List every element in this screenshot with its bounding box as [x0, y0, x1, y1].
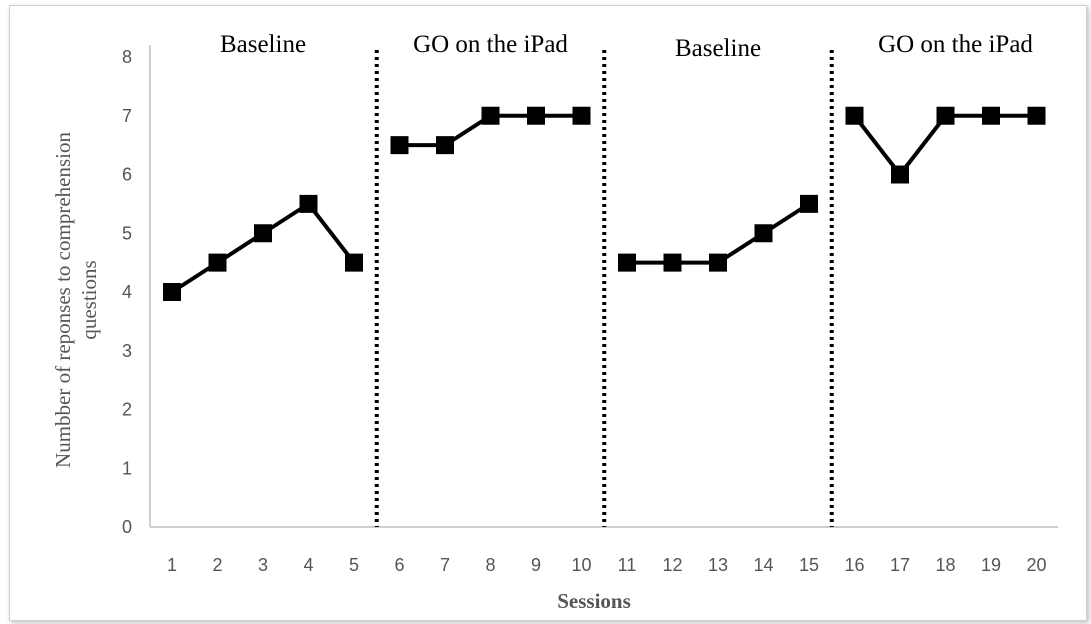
data-point-marker: [936, 106, 955, 125]
x-tick-label: 9: [531, 555, 541, 575]
x-tick-label: 3: [258, 555, 268, 575]
x-tick-label: 8: [485, 555, 495, 575]
data-point-marker: [1027, 106, 1046, 125]
y-tick-label: 5: [122, 223, 132, 243]
y-axis-title-line: Numbber of reponses to comprehension: [51, 132, 75, 468]
y-axis-title: Numbber of reponses to comprehensionques…: [51, 132, 101, 468]
phase-label: Baseline: [675, 35, 761, 62]
x-tick-label: 20: [1026, 555, 1046, 575]
x-tick-label: 12: [662, 555, 682, 575]
phase-label: GO on the iPad: [413, 31, 568, 58]
data-point-marker: [891, 165, 909, 184]
data-point-marker: [254, 224, 272, 243]
data-point-marker: [618, 253, 636, 272]
y-tick-label: 4: [122, 282, 132, 302]
data-series: [163, 106, 1046, 301]
x-tick-label: 2: [212, 555, 222, 575]
data-point-marker: [436, 136, 454, 155]
phase-labels: Baseline GO on the iPad Baseline GO on the …: [220, 31, 1033, 62]
x-tick-label: 11: [618, 555, 637, 575]
y-tick-label: 0: [122, 517, 132, 537]
data-point-marker: [982, 106, 1000, 125]
y-tick-label: 8: [122, 47, 132, 67]
x-tick-label: 7: [440, 555, 450, 575]
data-point-marker: [390, 136, 409, 155]
x-tick-label: 4: [303, 555, 313, 575]
y-tick-label: 2: [122, 400, 132, 420]
x-tick-label: 13: [708, 555, 728, 575]
data-point-marker: [163, 283, 181, 301]
data-point-marker: [800, 194, 818, 213]
y-tick-label: 6: [122, 165, 132, 185]
x-tick-label: 5: [349, 555, 359, 575]
x-tick-label: 15: [799, 555, 819, 575]
y-tick-label: 1: [122, 458, 132, 478]
data-point-marker: [481, 106, 500, 125]
data-point-marker: [299, 194, 318, 213]
x-tick-label: 14: [753, 555, 773, 575]
y-axis-title-line: questions: [77, 260, 101, 339]
x-tick-label: 6: [394, 555, 404, 575]
data-point-marker: [527, 106, 545, 125]
data-point-marker: [845, 106, 864, 125]
data-point-marker: [754, 224, 773, 243]
phase-change-lines: [374, 50, 834, 527]
series-line: [170, 201, 356, 294]
data-point-marker: [345, 253, 363, 272]
y-tick-label: 7: [122, 106, 132, 126]
x-tick-label: 1: [167, 555, 177, 575]
phase-label: Baseline: [220, 31, 306, 58]
x-tick-label: 17: [890, 555, 910, 575]
x-axis-title: Sessions: [557, 589, 631, 613]
data-point-marker: [663, 253, 682, 272]
y-tick-label: 3: [122, 341, 132, 361]
data-point-marker: [208, 253, 227, 272]
x-tick-label: 16: [844, 555, 864, 575]
x-tick-label: 10: [571, 555, 591, 575]
x-tick-label: 19: [981, 555, 1001, 575]
x-tick-label: 18: [935, 555, 955, 575]
data-point-marker: [572, 106, 591, 125]
phase-label: GO on the iPad: [878, 31, 1033, 58]
chart-frame: [9, 5, 1087, 621]
data-point-marker: [709, 253, 727, 272]
